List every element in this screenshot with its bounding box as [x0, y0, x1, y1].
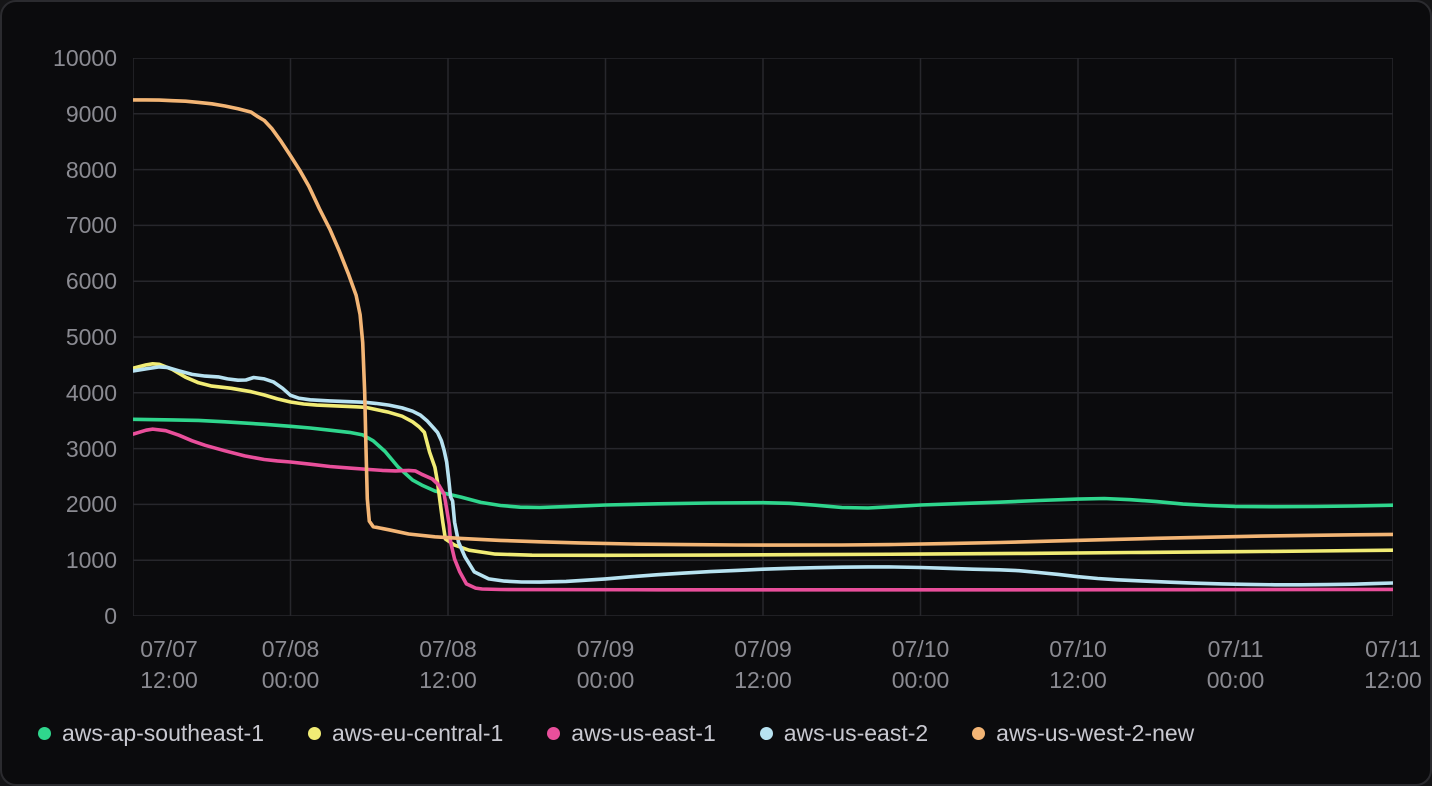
- plot-area[interactable]: [133, 58, 1393, 616]
- legend-item-aws-us-east-1[interactable]: aws-us-east-1: [547, 720, 716, 747]
- y-tick-label: 6000: [65, 268, 117, 295]
- legend-label: aws-us-east-2: [783, 720, 929, 746]
- y-tick-label: 7000: [65, 212, 117, 239]
- x-tick-label: 07/08 00:00: [261, 636, 320, 693]
- series-line-aws-us-east-1: [133, 427, 1393, 592]
- x-tick-label: 07/11 12:00: [1364, 636, 1422, 693]
- legend: aws-ap-southeast-1 aws-eu-central-1 aws-…: [38, 720, 1194, 747]
- legend-label: aws-eu-central-1: [332, 720, 504, 746]
- x-tick-label: 07/09 00:00: [576, 636, 635, 693]
- legend-dot-blue-icon: [759, 727, 773, 740]
- y-tick-label: 10000: [53, 45, 117, 71]
- y-tick-label: 2000: [65, 491, 117, 518]
- legend-item-aws-us-west-2-new[interactable]: aws-us-west-2-new: [972, 720, 1194, 747]
- series-line-aws-eu-central-1: [133, 361, 1393, 558]
- legend-label: aws-ap-southeast-1: [62, 720, 264, 746]
- legend-item-aws-us-east-2[interactable]: aws-us-east-2: [759, 720, 929, 747]
- legend-label: aws-us-east-1: [571, 720, 716, 746]
- legend-dot-pink-icon: [547, 727, 561, 740]
- y-tick-label: 5000: [65, 324, 117, 350]
- y-tick-label: 8000: [65, 156, 117, 183]
- legend-item-aws-eu-central-1[interactable]: aws-eu-central-1: [308, 720, 503, 747]
- y-tick-label: 3000: [65, 435, 117, 462]
- series-line-aws-ap-southeast-1: [133, 417, 1393, 510]
- x-tick-label: 07/08 12:00: [419, 636, 477, 693]
- legend-dot-orange-icon: [972, 727, 986, 740]
- legend-item-aws-ap-southeast-1[interactable]: aws-ap-southeast-1: [38, 720, 264, 747]
- series-line-aws-us-west-2-new: [133, 98, 1393, 547]
- x-tick-label: 07/10 12:00: [1049, 636, 1107, 693]
- series-lines: [133, 98, 1393, 592]
- y-tick-label: 1000: [65, 547, 117, 574]
- x-tick-label: 07/07 12:00: [140, 636, 198, 693]
- x-tick-label: 07/09 12:00: [734, 636, 792, 693]
- y-tick-label: 4000: [65, 379, 117, 406]
- legend-dot-green-icon: [38, 727, 51, 740]
- legend-label: aws-us-west-2-new: [996, 720, 1195, 746]
- gridlines: [133, 58, 1393, 616]
- y-tick-label: 0: [104, 603, 117, 629]
- y-tick-label: 9000: [65, 100, 117, 127]
- x-tick-label: 07/10 00:00: [891, 636, 950, 693]
- x-tick-label: 07/11 00:00: [1206, 636, 1265, 693]
- series-line-aws-us-east-2: [133, 365, 1393, 587]
- legend-dot-yellow-icon: [308, 727, 321, 740]
